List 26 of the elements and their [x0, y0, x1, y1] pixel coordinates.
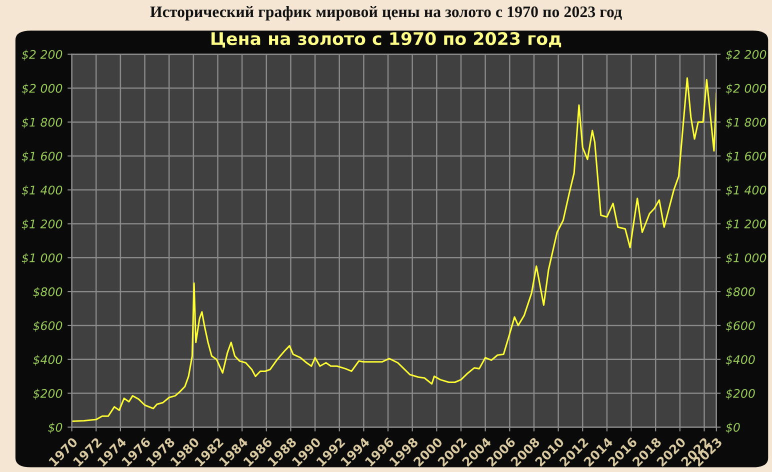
y2-tick-label: $200 [726, 388, 755, 400]
y-tick-label: $2 200 [22, 50, 62, 60]
y-tick-label: $0 [48, 422, 62, 434]
y-tick-label: $1 600 [22, 151, 62, 162]
y2-tick-label: $1 000 [726, 253, 766, 264]
y-tick-label: $1 200 [22, 219, 62, 230]
y2-tick-label: $800 [726, 287, 755, 298]
y2-tick-label: $0 [726, 422, 740, 434]
chart-title: Исторический график мировой цены на золото с 1970 по 2023 год [150, 6, 622, 20]
y2-tick-label: $1 200 [726, 219, 766, 230]
chart-subtitle: Цена на золото с 1970 по 2023 год [212, 32, 562, 48]
y-tick-label: $1 800 [22, 118, 62, 128]
y2-tick-label: $2 200 [726, 50, 766, 60]
y2-tick-label: $600 [726, 320, 755, 332]
y2-tick-label: $1 400 [726, 185, 766, 196]
y-tick-label: $200 [33, 388, 62, 400]
y-tick-label: $600 [33, 320, 62, 332]
y-tick-label: $2 000 [22, 84, 62, 94]
y-tick-label: $1 000 [22, 253, 62, 264]
y2-tick-label: $1 800 [726, 118, 766, 128]
y-tick-label: $400 [33, 354, 62, 366]
y-tick-label: $1 400 [22, 185, 62, 196]
y2-tick-label: $2 000 [726, 84, 766, 94]
y-tick-label: $800 [33, 287, 62, 298]
y2-tick-label: $1 600 [726, 151, 766, 162]
y2-tick-label: $400 [726, 354, 755, 366]
